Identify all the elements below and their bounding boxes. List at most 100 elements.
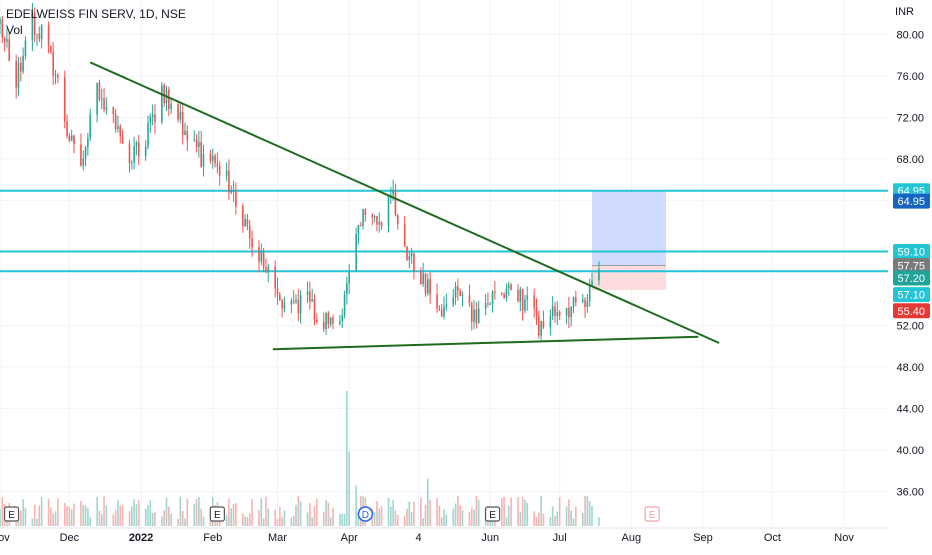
candle-body [50,45,52,52]
volume-bar [290,517,293,526]
candle-body [0,19,1,24]
volume-bar [195,499,198,526]
candle-body [457,286,459,291]
candle-body [98,82,101,100]
volume-bar [313,506,316,526]
time-tick-label: Sep [693,532,713,544]
candle-body [339,321,341,324]
position-target-zone [592,190,666,266]
volume-bar [283,510,286,526]
candle-body [276,288,279,295]
volume-bar [22,499,24,526]
candle-body [538,316,540,336]
descending-trendline [89,61,720,344]
candle-body [114,114,117,130]
currency-label: INR [895,6,914,18]
volume-bar [179,496,182,526]
candle-body [235,191,237,207]
volume-bar [149,500,152,526]
volume-legend: Vol [6,23,23,37]
volume-bar [376,501,378,526]
volume-bar [198,497,200,526]
volume-bar [82,504,85,526]
volume-bar [15,517,17,526]
candle-body [410,253,413,257]
candle-body [96,82,98,115]
volume-bar [378,508,381,526]
candle-body [36,33,38,35]
candle-body [6,39,8,42]
volume-bar [394,510,397,526]
volume-bar [50,507,52,526]
volume-bar [424,504,427,526]
candle-body [501,292,503,295]
candle-body [503,294,505,298]
time-tick-label: Mar [268,532,287,544]
volume-bar [128,511,131,526]
volume-bar [262,518,265,526]
price-tick-label: 76.00 [896,71,924,83]
candle-body [202,153,205,167]
volume-bar [357,512,360,526]
symbol-title: EDELWEISS FIN SERV, 1D, NSE [6,7,186,21]
candle-body [112,107,115,115]
candle-body [161,85,163,123]
volume-bar [355,485,357,526]
price-tick-label: 80.00 [896,29,924,41]
volume-bar [57,498,59,526]
candle-body [149,116,152,123]
candle-body [429,279,431,295]
volume-bar [551,506,554,526]
volume-bar [538,512,540,526]
candle-body [325,312,327,329]
candle-body [3,37,6,42]
candle-body [70,135,73,141]
volume-bar [568,499,570,526]
volume-bar [581,513,584,526]
volume-bar [403,516,406,526]
volume-bar [598,517,600,526]
price-flag [893,244,930,260]
candle-body [403,224,406,247]
candle-body [105,107,108,110]
price-tick-label: 40.00 [896,445,924,457]
price-flag-label: 59.10 [897,247,925,259]
volume-bar [73,503,75,526]
candle-body [549,316,552,328]
candle-body [313,299,316,320]
candle-body [137,142,140,157]
candle-body [242,206,244,227]
candle-body [519,289,522,302]
candle-body [216,163,219,167]
candle-body [40,25,43,40]
candle-body [373,216,376,218]
price-flag-label: 55.40 [897,306,925,318]
volume-bar [232,503,235,526]
time-tick-label: Aug [622,532,642,544]
candle-body [103,98,105,110]
candle-body [322,321,325,329]
volume-bar [468,511,471,526]
candle-body [526,295,529,300]
candle-body [17,62,20,88]
volume-bar [420,497,422,526]
candle-body [517,289,519,302]
time-tick-label: Apr [341,532,358,544]
volume-bar [526,502,529,526]
volume-bar [413,501,415,526]
volume-bar [52,513,54,526]
candle-body [461,295,464,297]
volume-bar [248,513,251,526]
candle-body [198,141,200,148]
volume-bar [135,504,138,526]
volume-bar [542,513,545,526]
volume-bar [554,515,556,526]
volume-bar [279,506,281,526]
candle-body [362,208,364,226]
volume-bar [96,496,98,526]
volume-bar [517,496,519,526]
price-flag-label: 57.75 [897,261,925,273]
volume-bar [299,501,302,526]
